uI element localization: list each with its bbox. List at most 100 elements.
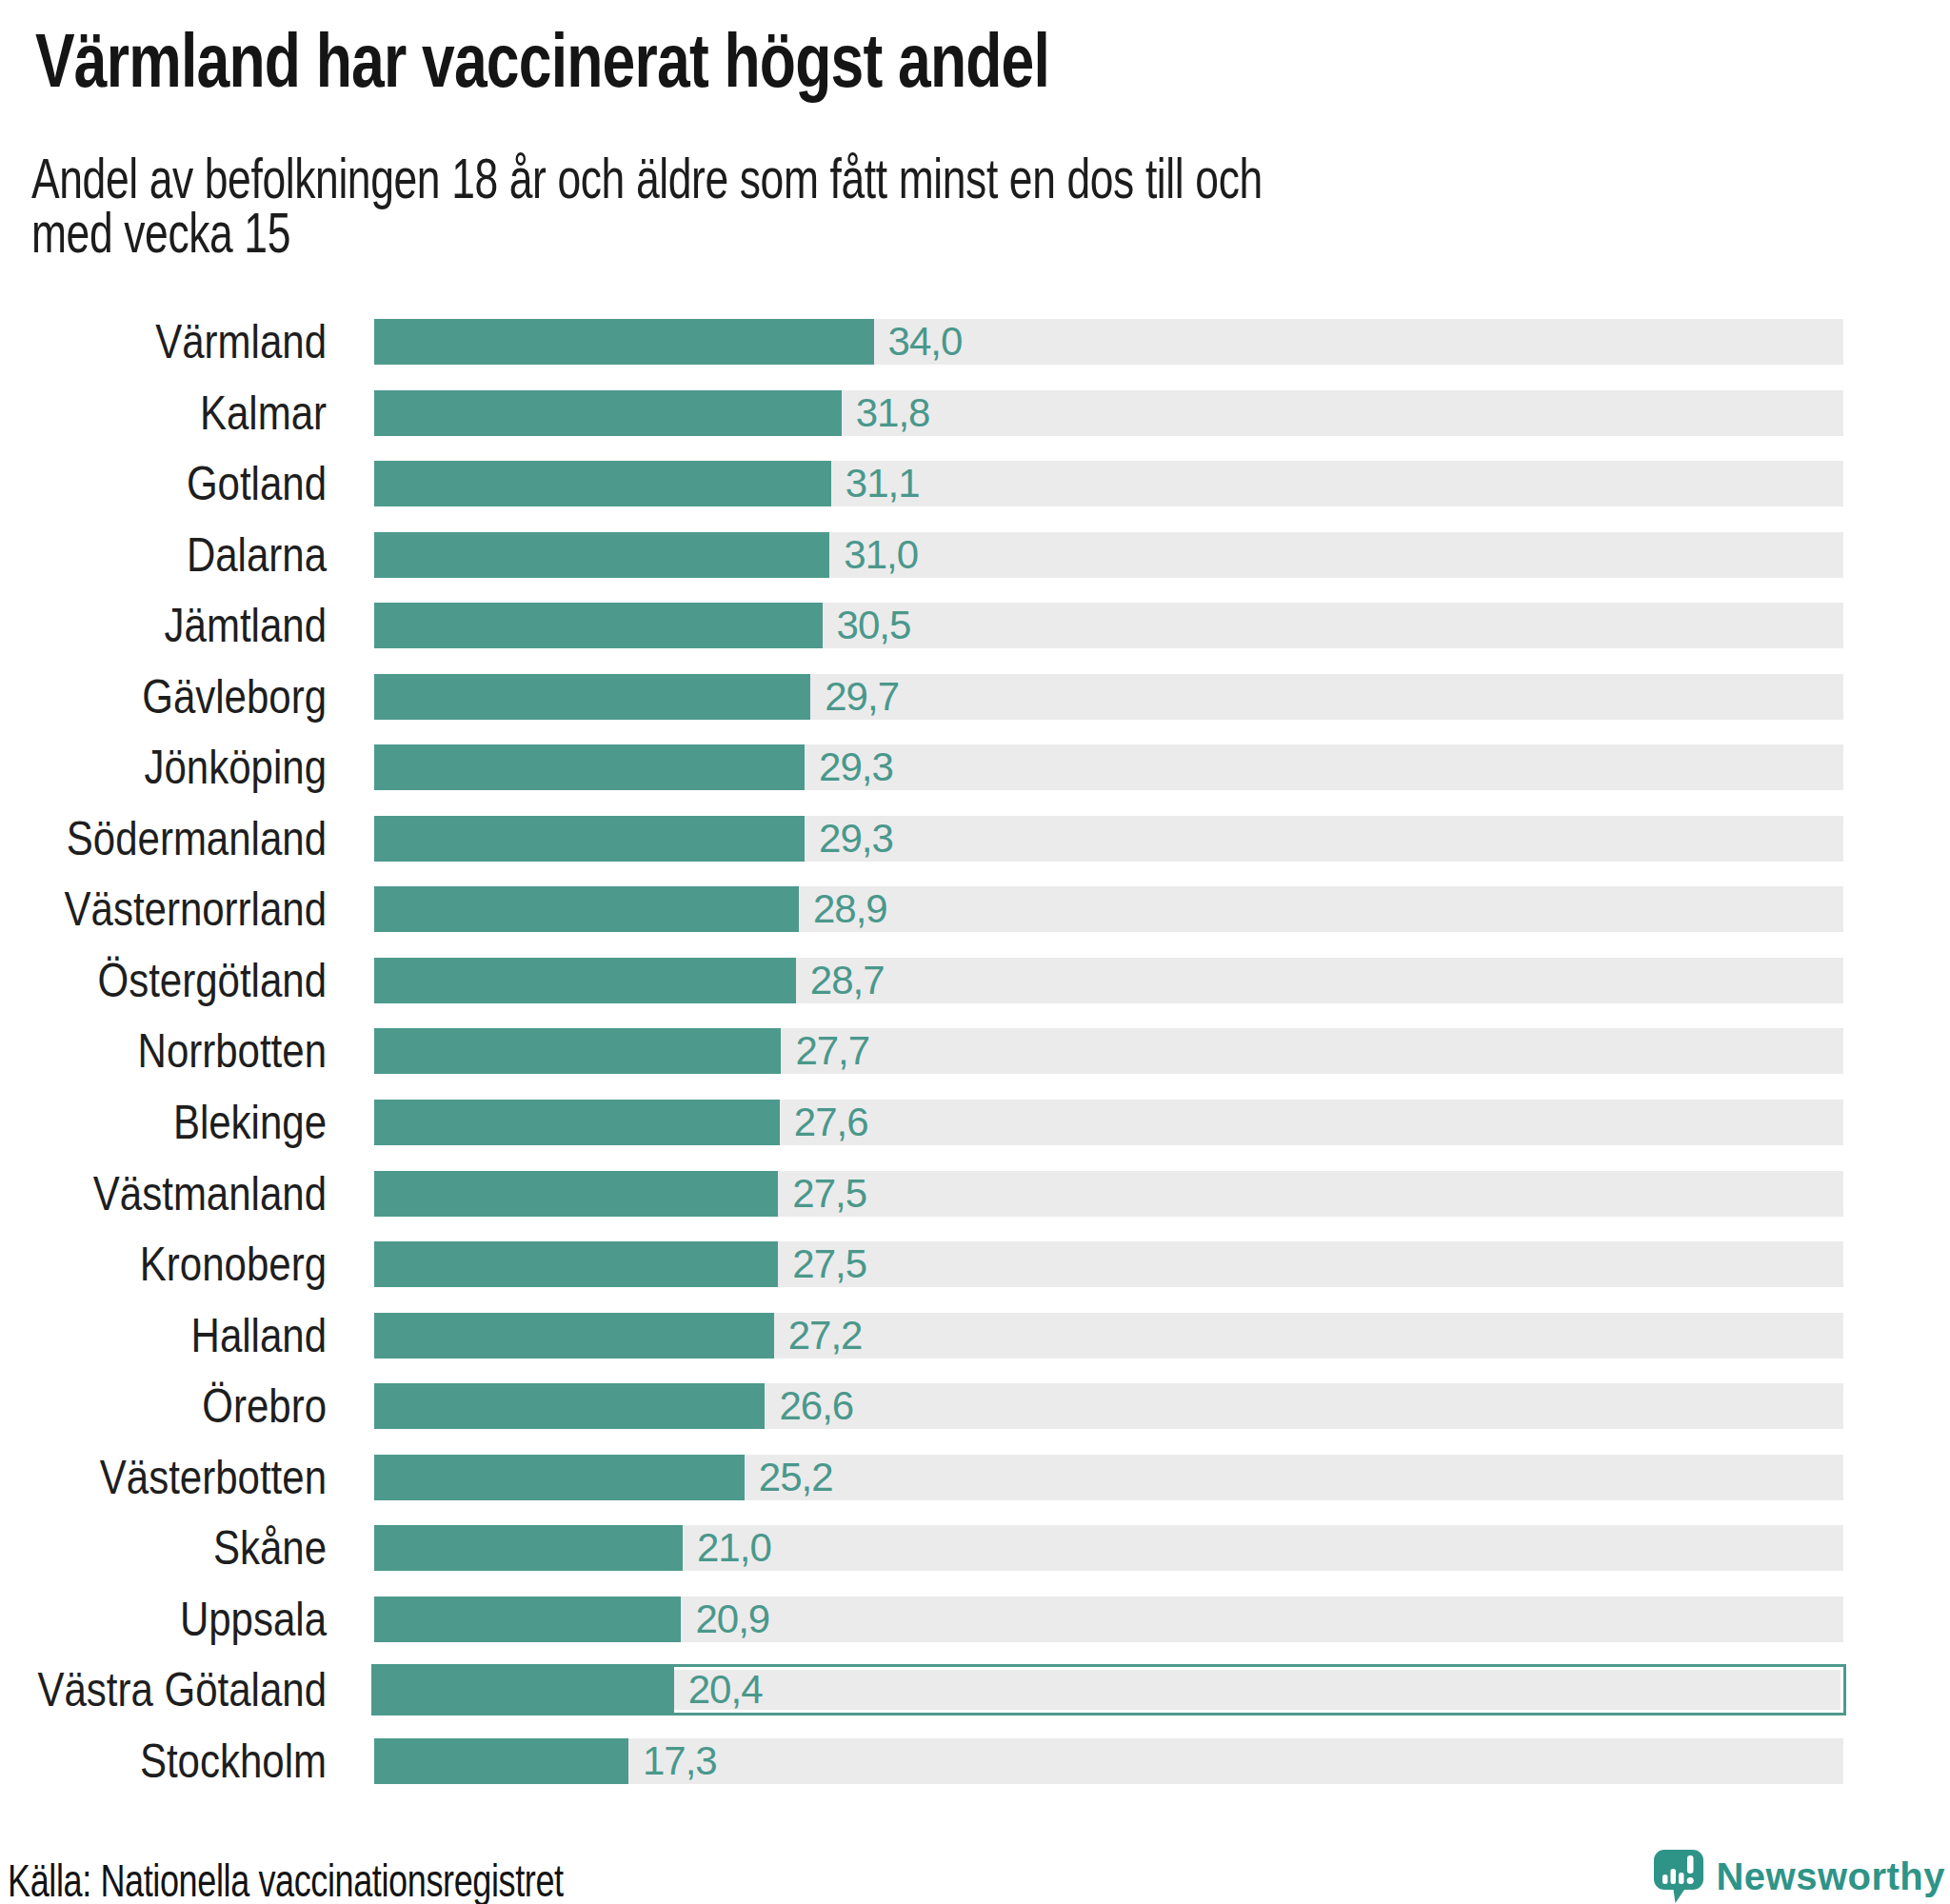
bar-value: 31,1	[846, 461, 920, 506]
row-label: Dalarna	[0, 527, 327, 583]
chart-row: Södermanland29,3	[0, 816, 1843, 862]
bar	[374, 674, 810, 720]
chart-title: Värmland har vaccinerat högst andel	[35, 17, 1049, 105]
bar-value: 30,5	[837, 603, 911, 648]
bar-track: 27,6	[374, 1100, 1843, 1145]
chart-row: Kronoberg27,5	[0, 1241, 1843, 1287]
row-label: Jämtland	[0, 598, 327, 653]
row-label: Gävleborg	[0, 669, 327, 724]
page: Värmland har vaccinerat högst andel Ande…	[0, 0, 1950, 1904]
bar	[374, 603, 823, 648]
bar-track: 31,0	[374, 532, 1843, 578]
bar-track: 27,7	[374, 1028, 1843, 1074]
chart-row: Norrbotten27,7	[0, 1028, 1843, 1074]
bar-track: 27,2	[374, 1313, 1843, 1359]
bar-track: 29,7	[374, 674, 1843, 720]
bar-track: 31,1	[374, 461, 1843, 506]
bar-value: 31,8	[856, 390, 930, 436]
bar-value: 29,7	[825, 674, 899, 720]
bar	[374, 532, 829, 578]
bar-value: 27,5	[792, 1171, 866, 1217]
bar-value: 27,6	[794, 1100, 868, 1145]
row-label: Östergötland	[0, 953, 327, 1008]
row-label: Kronoberg	[0, 1237, 327, 1292]
bar-chart: Värmland34,0Kalmar31,8Gotland31,1Dalarna…	[0, 319, 1843, 1784]
bar-value: 29,3	[819, 816, 893, 862]
bar-value: 25,2	[759, 1455, 833, 1500]
row-label: Södermanland	[0, 811, 327, 866]
chart-row: Östergötland28,7	[0, 958, 1843, 1003]
bar	[374, 816, 805, 862]
bar	[374, 1383, 765, 1429]
bar-track: 20,9	[374, 1597, 1843, 1642]
bar	[374, 461, 831, 506]
bar-track-highlighted: 20,4	[374, 1667, 1843, 1713]
bar	[374, 1664, 674, 1716]
chart-row: Västerbotten25,2	[0, 1455, 1843, 1500]
bar	[374, 1028, 781, 1074]
bar-value: 28,9	[813, 886, 887, 932]
bar-value: 31,0	[844, 532, 918, 578]
chart-row: Jönköping29,3	[0, 744, 1843, 790]
bar-value: 26,6	[779, 1383, 853, 1429]
bar	[374, 1597, 681, 1642]
bar-value: 17,3	[643, 1738, 717, 1784]
chart-row: Västra Götaland20,4	[0, 1667, 1843, 1713]
chart-row: Västmanland27,5	[0, 1171, 1843, 1217]
chart-row: Gotland31,1	[0, 461, 1843, 506]
bar-track: 28,9	[374, 886, 1843, 932]
row-label: Västernorrland	[0, 882, 327, 937]
bar-value: 20,9	[695, 1597, 769, 1642]
bar	[374, 958, 796, 1003]
bar-value: 27,2	[788, 1313, 863, 1359]
row-label: Gotland	[0, 456, 327, 511]
bar-track: 27,5	[374, 1241, 1843, 1287]
bar-track: 28,7	[374, 958, 1843, 1003]
row-label: Uppsala	[0, 1592, 327, 1647]
row-label: Örebro	[0, 1378, 327, 1434]
bar	[374, 1313, 774, 1359]
brand-name: Newsworthy	[1716, 1855, 1945, 1898]
row-label: Stockholm	[0, 1734, 327, 1789]
bar-track: 31,8	[374, 390, 1843, 436]
bar-value: 27,5	[792, 1241, 866, 1287]
chart-row: Värmland34,0	[0, 319, 1843, 365]
bar-value: 27,7	[795, 1028, 869, 1074]
chart-row: Halland27,2	[0, 1313, 1843, 1359]
bar-track: 17,3	[374, 1738, 1843, 1784]
row-label: Jönköping	[0, 740, 327, 795]
newsworthy-logo-icon	[1654, 1850, 1703, 1903]
bar-track: 29,3	[374, 816, 1843, 862]
chart-row: Örebro26,6	[0, 1383, 1843, 1429]
bar-value: 34,0	[888, 319, 963, 365]
chart-row: Jämtland30,5	[0, 603, 1843, 648]
chart-row: Blekinge27,6	[0, 1100, 1843, 1145]
brand-logo: Newsworthy	[1654, 1850, 1945, 1903]
row-label: Blekinge	[0, 1095, 327, 1150]
bar-value: 29,3	[819, 744, 893, 790]
chart-row: Stockholm17,3	[0, 1738, 1843, 1784]
chart-row: Skåne21,0	[0, 1525, 1843, 1571]
bar	[374, 1100, 780, 1145]
row-label: Värmland	[0, 314, 327, 369]
bar	[374, 744, 805, 790]
row-label: Västmanland	[0, 1166, 327, 1221]
bar	[374, 1171, 778, 1217]
chart-row: Uppsala20,9	[0, 1597, 1843, 1642]
bar	[374, 1455, 745, 1500]
row-label: Kalmar	[0, 386, 327, 441]
bar	[374, 886, 799, 932]
bar-track: 34,0	[374, 319, 1843, 365]
bar-value: 28,7	[810, 958, 885, 1003]
bar-track: 29,3	[374, 744, 1843, 790]
bar	[374, 319, 874, 365]
chart-row: Gävleborg29,7	[0, 674, 1843, 720]
bar	[374, 1525, 683, 1571]
chart-row: Västernorrland28,9	[0, 886, 1843, 932]
chart-subtitle: Andel av befolkningen 18 år och äldre so…	[31, 151, 1300, 260]
chart-row: Kalmar31,8	[0, 390, 1843, 436]
bar-track: 30,5	[374, 603, 1843, 648]
row-label: Norrbotten	[0, 1023, 327, 1079]
row-label: Västra Götaland	[0, 1662, 327, 1717]
bar-track: 26,6	[374, 1383, 1843, 1429]
